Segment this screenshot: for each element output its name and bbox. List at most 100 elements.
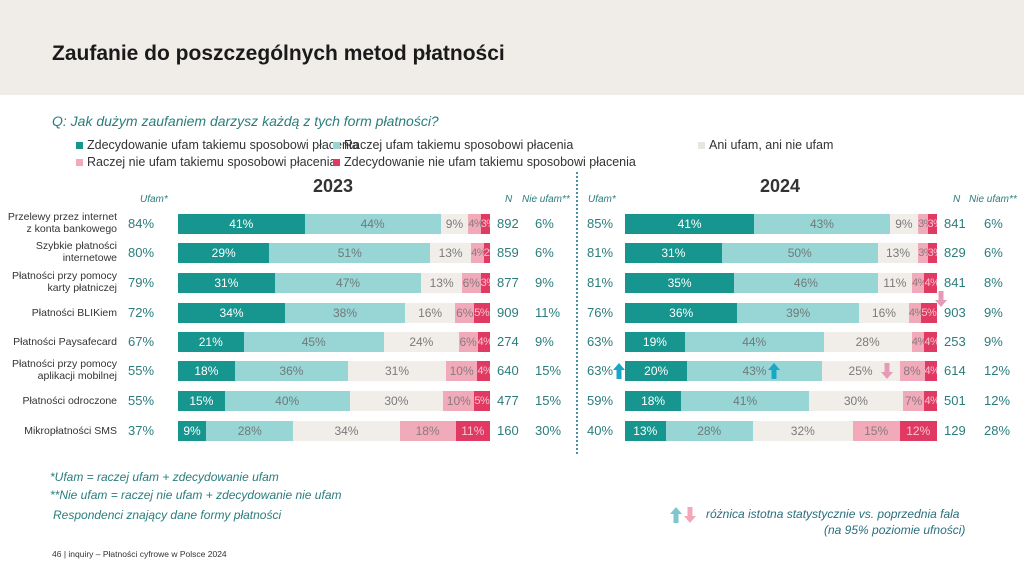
nie-ufam-value: 9% xyxy=(535,334,554,349)
bar-segment-neutral: 32% xyxy=(752,421,853,441)
bar-segment-rather-trust: 44% xyxy=(684,332,824,352)
stacked-bar: 13% 28% 32% 15% 12% xyxy=(625,421,937,441)
ufam-value: 67% xyxy=(128,334,155,349)
stacked-bar: 21%45%24%6%4% xyxy=(178,332,490,352)
bar-segment-strongly-distrust: 4% xyxy=(924,361,937,381)
legend-label: Zdecydowanie nie ufam takiemu sposobowi … xyxy=(344,155,636,169)
stacked-bar: 15% 40% 30% 10% 5% xyxy=(178,391,490,411)
column-header-nie-ufam-2023: Nie ufam** xyxy=(522,194,570,205)
bar-segment-rather-distrust: 4% xyxy=(468,214,481,234)
n-value: 160 xyxy=(497,423,519,438)
legend-item-neutral: Ani ufam, ani nie ufam xyxy=(698,138,833,152)
bar-segment-rather-distrust: 6% xyxy=(461,273,481,293)
bar-segment-rather-distrust: 18% xyxy=(399,421,456,441)
bar-segment-strongly-trust: 31% xyxy=(178,273,275,293)
bar-segment-rather-distrust: 3% xyxy=(918,214,928,234)
column-header-ufam-2023: Ufam* xyxy=(140,194,168,205)
bar-segment-rather-distrust: 3% xyxy=(918,243,928,263)
bar-segment-strongly-distrust: 5% xyxy=(921,303,937,323)
n-value: 274 xyxy=(497,334,519,349)
bar-segment-strongly-trust: 9% xyxy=(178,421,207,441)
nie-ufam-value: 30% xyxy=(535,423,562,438)
footnote-nie-ufam: **Nie ufam = raczej nie ufam + zdecydowa… xyxy=(50,488,342,502)
bar-segment-strongly-distrust: 3% xyxy=(480,214,490,234)
bar-segment-neutral: 11% xyxy=(877,273,913,293)
nie-ufam-value: 6% xyxy=(984,245,1003,260)
ufam-value: 72% xyxy=(128,305,155,320)
nie-ufam-value: 15% xyxy=(535,363,562,378)
category-label: Szybkie płatności internetowe xyxy=(35,240,117,264)
n-value: 841 xyxy=(944,275,966,290)
ufam-value: 63% xyxy=(587,334,614,349)
legend-label: Raczej ufam takiemu sposobowi płacenia xyxy=(344,138,574,152)
stacked-bar: 36%39%16%4%5% xyxy=(625,303,937,323)
year-label-2023: 2023 xyxy=(313,176,354,196)
bar-segment-rather-trust: 28% xyxy=(206,421,294,441)
bar-segment-neutral: 30% xyxy=(349,391,444,411)
bar-segment-strongly-distrust: 4% xyxy=(924,273,937,293)
bar-segment-rather-trust: 50% xyxy=(721,243,878,263)
bar-segment-neutral: 13% xyxy=(430,243,472,263)
bar-segment-strongly-distrust: 4% xyxy=(477,332,490,352)
nie-ufam-value: 9% xyxy=(984,305,1003,320)
bar-segment-neutral: 31% xyxy=(348,361,446,381)
bar-segment-rather-trust: 46% xyxy=(734,273,878,293)
legend-item-rather-trust: Raczej ufam takiemu sposobowi płacenia xyxy=(333,138,573,152)
bar-segment-strongly-trust: 29% xyxy=(178,243,270,263)
column-header-nie-ufam-2024: Nie ufam** xyxy=(969,194,1017,205)
stacked-bar: 31%50%13%3%3% xyxy=(625,243,937,263)
bar-segment-rather-trust: 51% xyxy=(269,243,431,263)
bar-segment-rather-distrust: 6% xyxy=(458,332,478,352)
legend-item-strongly-distrust: Zdecydowanie nie ufam takiemu sposobowi … xyxy=(333,155,636,169)
n-value: 640 xyxy=(497,363,519,378)
nie-ufam-value: 12% xyxy=(984,363,1011,378)
n-value: 877 xyxy=(497,275,519,290)
bar-segment-rather-trust: 43% xyxy=(754,214,890,234)
bar-segment-strongly-distrust: 12% xyxy=(899,421,937,441)
stacked-bar: 34% 38% 16% 6% 5% xyxy=(178,303,490,323)
bar-segment-rather-trust: 47% xyxy=(274,273,422,293)
bar-segment-rather-trust: 38% xyxy=(285,303,405,323)
bar-segment-strongly-trust: 31% xyxy=(625,243,722,263)
significance-note-confidence: (na 95% poziomie ufności) xyxy=(824,523,966,537)
bar-segment-rather-distrust: 6% xyxy=(455,303,475,323)
category-label: Płatności przy pomocy aplikacji mobilnej xyxy=(11,358,117,382)
nie-ufam-value: 28% xyxy=(984,423,1011,438)
significant-increase-arrow-icon xyxy=(613,363,625,379)
n-value: 614 xyxy=(944,363,966,378)
bar-segment-neutral: 9% xyxy=(889,214,919,234)
bar-segment-strongly-distrust: 2% xyxy=(483,243,490,263)
ufam-value: 84% xyxy=(128,216,155,231)
stacked-bar: 9% 28% 34% 18% 11% xyxy=(178,421,490,441)
bar-segment-neutral: 34% xyxy=(293,421,400,441)
n-value: 253 xyxy=(944,334,966,349)
bar-segment-strongly-distrust: 11% xyxy=(455,421,490,441)
bar-segment-strongly-trust: 18% xyxy=(178,361,235,381)
n-value: 892 xyxy=(497,216,519,231)
stacked-bar: 19%44%28%4%4% xyxy=(625,332,937,352)
bar-segment-rather-trust: 28% xyxy=(665,421,753,441)
nie-ufam-value: 12% xyxy=(984,393,1011,408)
significant-decrease-arrow-icon xyxy=(935,291,948,307)
significance-note: różnica istotna statystycznie vs. poprze… xyxy=(706,507,960,521)
bar-segment-neutral: 9% xyxy=(440,214,469,234)
stacked-bar: 20%43%25%8%4% xyxy=(625,361,937,381)
nie-ufam-value: 6% xyxy=(535,216,554,231)
legend-item-strongly-trust: Zdecydowanie ufam takiemu sposobowi płac… xyxy=(76,138,359,152)
n-value: 829 xyxy=(944,245,966,260)
legend-swatch xyxy=(76,158,83,166)
bar-segment-neutral: 13% xyxy=(877,243,919,263)
ufam-value: 40% xyxy=(587,423,614,438)
bar-segment-rather-distrust: 4% xyxy=(908,303,922,323)
bar-segment-rather-trust: 39% xyxy=(737,303,859,323)
bar-segment-rather-distrust: 10% xyxy=(445,361,478,381)
bar-segment-rather-distrust: 4% xyxy=(912,273,925,293)
stacked-bar: 31%47%13%6%3% xyxy=(178,273,490,293)
bar-segment-rather-trust: 40% xyxy=(224,391,350,411)
legend-swatch xyxy=(698,141,705,149)
column-header-n-2024: N xyxy=(953,194,961,205)
bar-segment-strongly-distrust: 3% xyxy=(480,273,490,293)
ufam-value: 59% xyxy=(587,393,614,408)
bar-segment-strongly-trust: 20% xyxy=(625,361,688,381)
legend-swatch xyxy=(333,158,340,166)
